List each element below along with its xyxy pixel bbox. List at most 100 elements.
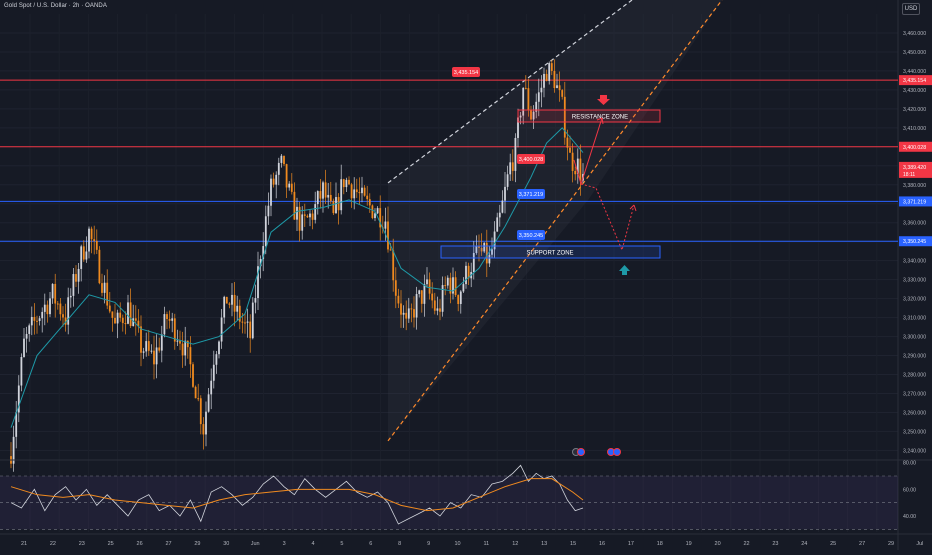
candle-body [31,317,33,325]
y-tick-label: 3,310.000 [903,316,926,322]
level-tag-label: 3,371.219 [519,192,543,198]
candle-body [348,180,350,184]
candle-body [242,322,244,323]
x-tick-label: 9 [427,541,430,547]
x-tick-label: 6 [369,541,372,547]
y-tick-label: 3,270.000 [903,391,926,397]
candle-body [356,189,358,192]
candle-body [515,138,517,171]
candle-body [444,285,446,286]
candle-body [112,311,114,317]
candle-body [496,217,498,231]
x-tick-label: 29 [888,541,894,547]
candle-body [546,74,548,81]
candle-body [421,290,423,304]
candle-body [457,295,459,304]
candle-body [304,214,306,215]
x-tick-label: 24 [801,541,807,547]
x-tick-label: Jul [916,541,923,547]
candle-body [309,214,311,218]
candle-body [83,246,85,259]
candle-body [543,74,545,88]
candle-body [538,92,540,101]
x-tick-label: 25 [830,541,836,547]
candle-body [39,318,41,321]
candle-body [283,156,285,164]
candle-body [216,354,218,365]
candle-body [507,174,509,187]
y-tick-label: 3,430.000 [903,88,926,94]
candle-body [320,191,322,199]
y-tick-label: 3,250.000 [903,429,926,435]
x-tick-label: 22 [743,541,749,547]
candle-body [353,189,355,198]
candle-body [229,304,231,305]
candle-body [78,269,80,282]
y-tick-label: 3,290.000 [903,354,926,360]
x-tick-label: 17 [628,541,634,547]
candle-body [75,274,77,282]
candle-body [125,323,127,324]
candle-body [213,365,215,381]
candle-body [91,229,93,240]
candle-body [60,304,62,315]
candle-body [247,322,249,323]
y-tick-label: 3,450.000 [903,50,926,56]
candle-body [156,347,158,364]
level-tag-label: 3,400.028 [519,157,543,163]
candle-body [34,317,36,321]
currency-button[interactable]: USD [902,3,920,15]
y-tick-label: 3,460.000 [903,31,926,37]
candle-body [70,296,72,297]
candle-body [62,314,64,317]
candle-body [26,334,28,339]
axis-level-tag-label: 3,371.219 [903,199,926,205]
x-tick-label: 15 [570,541,576,547]
candle-body [400,303,402,314]
candle-body [364,188,366,196]
symbol-title: Gold Spot / U.S. Dollar · 2h · OANDA [4,3,107,9]
candle-body [286,164,288,187]
candle-body [114,318,116,324]
candle-body [140,326,142,352]
axis-level-tag-label: 3,435.154 [903,78,926,84]
x-tick-label: 23 [79,541,85,547]
y-tick-label: 3,260.000 [903,410,926,416]
candle-body [390,249,392,250]
candle-body [218,342,220,355]
candle-body [88,229,90,252]
candle-body [192,364,194,387]
candle-body [200,398,202,424]
up-arrow-icon [619,265,630,275]
y-tick-label: 3,280.000 [903,373,926,379]
candle-body [231,295,233,305]
x-tick-label: 22 [50,541,56,547]
candle-body [223,297,225,318]
candle-body [504,187,506,201]
candle-body [179,341,181,344]
candle-body [288,184,290,188]
candle-body [205,412,207,435]
candle-body [431,294,433,301]
candle-body [385,222,387,229]
candle-body [465,266,467,284]
candle-body [187,341,189,347]
candle-body [291,184,293,192]
y-tick-label: 3,340.000 [903,259,926,265]
x-tick-label: 27 [859,541,865,547]
candle-body [44,305,46,312]
candle-body [312,214,314,220]
candle-body [541,88,543,93]
candle-body [463,284,465,291]
y-tick-label: 3,330.000 [903,278,926,284]
x-tick-label: 19 [686,541,692,547]
level-tag-label: 3,435.154 [454,70,478,76]
candle-body [93,239,95,241]
candle-body [580,159,582,181]
candle-body [408,308,410,318]
candle-body [47,305,49,314]
x-tick-label: 10 [454,541,460,547]
candle-body [361,188,363,193]
